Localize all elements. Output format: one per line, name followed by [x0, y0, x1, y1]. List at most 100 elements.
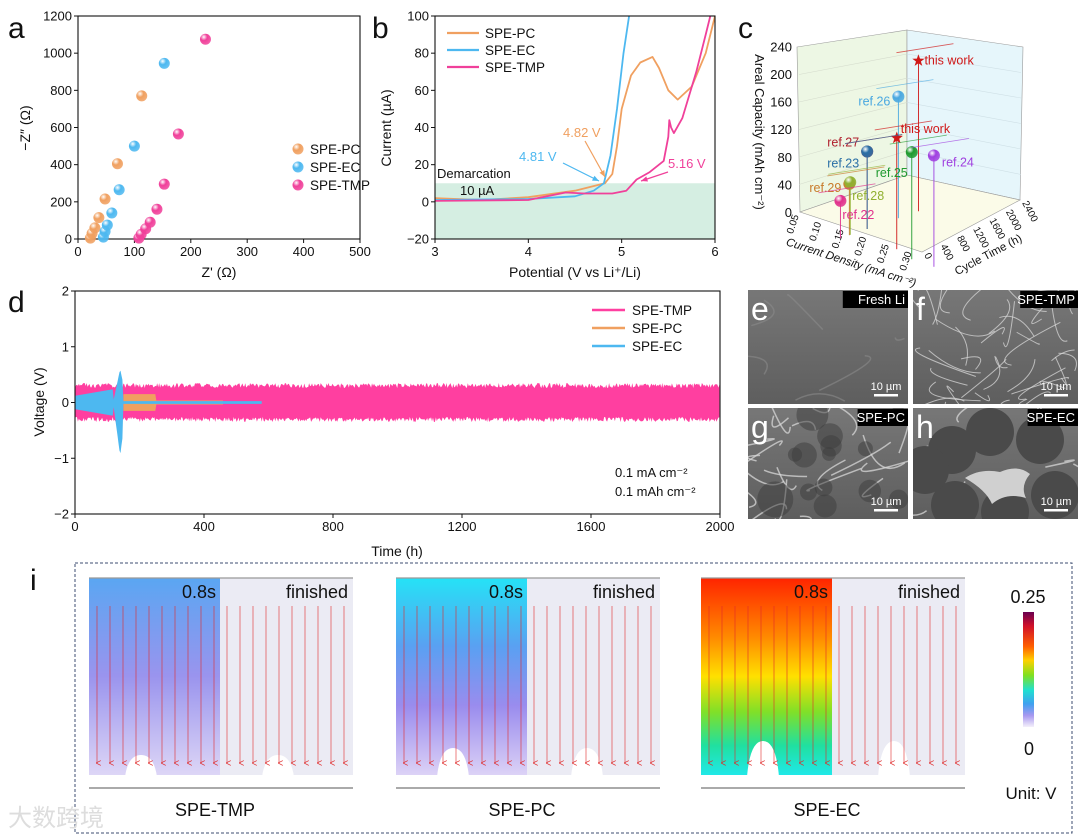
- sphere-marker: [844, 176, 857, 189]
- surface-feature: [830, 441, 892, 477]
- surface-feature: [763, 469, 808, 478]
- surface-feature: [917, 290, 938, 325]
- x-axis-title: Time (h): [371, 543, 423, 559]
- surface-feature: [795, 393, 846, 402]
- grid-line: [906, 126, 1022, 150]
- projection-line: [818, 183, 876, 194]
- legend-marker: [292, 179, 304, 191]
- scale-bar-label: 10 µm: [871, 496, 902, 508]
- surface-feature: [787, 447, 803, 462]
- lithium-protrusion: [878, 741, 910, 777]
- scale-bar: [874, 394, 898, 397]
- interface-gap: [89, 775, 353, 788]
- x-tick-label: 2000: [706, 519, 735, 534]
- scale-bar: [1044, 394, 1068, 397]
- surface-feature: [1011, 376, 1070, 395]
- data-point-spe-ec: [158, 57, 170, 69]
- z-tick-label: 0: [785, 205, 792, 220]
- y-tick-label: 0: [65, 232, 72, 247]
- projection-line: [827, 166, 885, 177]
- y-tick-label: 800: [50, 83, 72, 98]
- x-tick-label: 100: [124, 244, 146, 259]
- scale-bar: [874, 509, 898, 512]
- x-tick-label: 300: [236, 244, 258, 259]
- x-tick-label: 400: [193, 519, 215, 534]
- potential-field: [396, 578, 527, 775]
- legend-label: SPE-TMP: [485, 60, 545, 75]
- point-label: ref.23: [827, 157, 859, 171]
- surface-feature: [999, 315, 1035, 337]
- x-tick-label: 0: [71, 519, 78, 534]
- surface-feature: [748, 438, 775, 446]
- scale-bar: [1044, 509, 1068, 512]
- arrowhead-icon: [599, 170, 605, 177]
- surface-feature: [818, 354, 872, 392]
- surface-feature: [860, 460, 908, 473]
- data-point-spe-tmp: [144, 216, 156, 228]
- z-tick-label: 40: [778, 177, 792, 192]
- sem-background: [748, 290, 908, 404]
- current-density-note: 0.1 mA cm⁻²: [615, 465, 688, 480]
- time-label: 0.8s: [182, 582, 216, 602]
- y-tick-label: 2400: [1019, 199, 1039, 224]
- dendrite-region: [965, 468, 1030, 504]
- data-point-spe-pc: [93, 212, 105, 224]
- panel-d: d 0 400 800 1200 1600 2000 −2 −1 0 1 2 Time (h) Vo…: [8, 284, 734, 560]
- cycling-plot: 0 400 800 1200 1600 2000 −2 −1 0 1 2: [54, 284, 734, 535]
- y-tick-label: 100: [407, 9, 429, 24]
- surface-feature: [748, 492, 757, 508]
- panel-label-a: a: [8, 12, 25, 45]
- sem-image-g: g SPE-PC 10 µm: [748, 408, 908, 519]
- surface-feature: [813, 494, 837, 518]
- sphere-marker: [927, 149, 940, 162]
- finished-label: finished: [898, 582, 960, 602]
- surface-feature: [800, 483, 817, 501]
- trace-spe-tmp: [75, 383, 720, 422]
- y-tick-label: 0: [62, 395, 69, 410]
- scale-bar-label: 10 µm: [1041, 496, 1072, 508]
- surface-feature: [1004, 321, 1061, 366]
- finished-label: finished: [286, 582, 348, 602]
- data-point-spe-tmp: [158, 178, 170, 190]
- y-tick-label: 20: [415, 157, 429, 172]
- grid-line: [798, 126, 908, 158]
- projection-line: [828, 164, 886, 175]
- lithium-deposit: [1016, 416, 1064, 464]
- legend-label: SPE-EC: [485, 43, 536, 58]
- surface-feature: [1018, 367, 1066, 400]
- legend-label: SPE-TMP: [632, 303, 692, 318]
- y-tick-label: 400: [50, 157, 72, 172]
- panel-i-frame: [74, 562, 1073, 834]
- data-point-spe-ec: [113, 184, 125, 196]
- surface-feature: [935, 318, 996, 337]
- legend-label: SPE-PC: [485, 26, 536, 41]
- sem-title: SPE-PC: [857, 410, 905, 425]
- sphere-marker: [905, 146, 918, 159]
- surface-feature: [914, 347, 976, 377]
- y-tick-label: 600: [50, 120, 72, 135]
- surface-feature: [857, 441, 873, 457]
- y-tick-label: 40: [415, 120, 429, 135]
- y-tick-label: 1000: [43, 46, 72, 61]
- legend-label: SPE-EC: [632, 339, 683, 354]
- grid-line: [906, 53, 1022, 73]
- panel-b: b 3 4 5 6 −20 0 20 40 60 80 100 Potential (V vs Li…: [372, 9, 719, 281]
- surface-feature: [956, 408, 968, 423]
- surface-feature: [771, 408, 791, 434]
- z-tick-label: 200: [770, 67, 792, 82]
- arrowhead-icon: [641, 176, 648, 182]
- sphere-marker: [834, 194, 847, 207]
- surface-feature: [771, 415, 789, 428]
- surface-feature: [799, 515, 812, 519]
- annotation-pc: 4.82 V: [563, 125, 601, 140]
- threshold-value-label: 10 µA: [460, 183, 495, 198]
- sem-texture: [748, 293, 905, 402]
- colorbar-unit: Unit: V: [1005, 784, 1057, 803]
- x-tick-label: 0.10: [808, 220, 825, 242]
- surface-feature: [1058, 352, 1077, 372]
- legend-marker: [292, 161, 304, 173]
- star-marker: [890, 131, 903, 144]
- surface-feature: [988, 299, 1011, 334]
